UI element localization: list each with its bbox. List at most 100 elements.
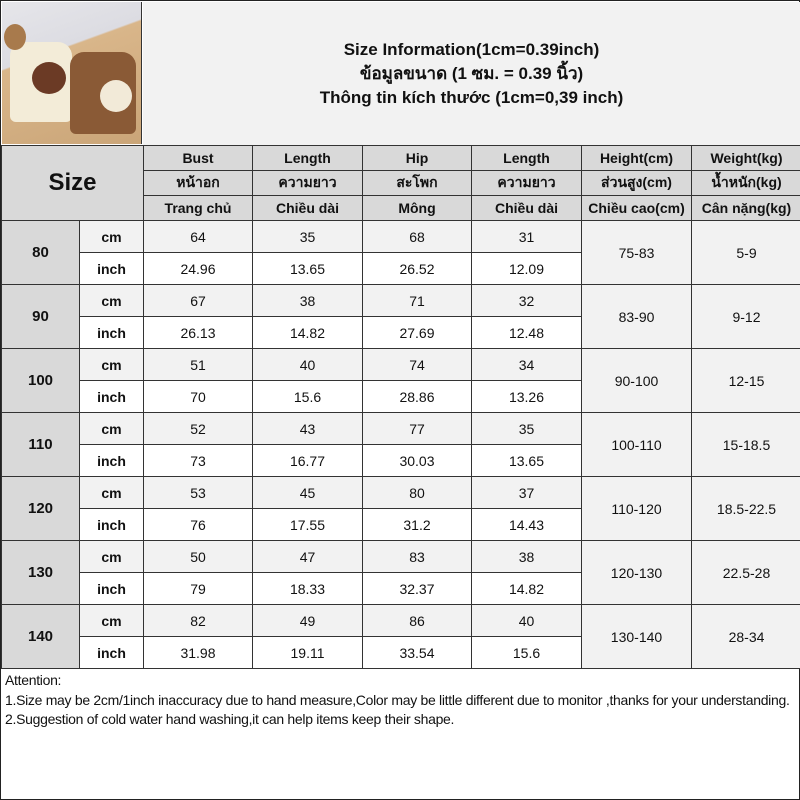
- measurement-cell: 33.54: [362, 636, 472, 669]
- measurement-cell: 74: [362, 348, 472, 381]
- measurement-cell: 31.2: [362, 508, 472, 541]
- unit-label: cm: [79, 284, 144, 317]
- column-header: Chiều dài: [252, 195, 363, 221]
- measurement-cell: 12.48: [471, 316, 582, 349]
- measurement-cell: 70: [143, 380, 253, 413]
- size-label: 110: [1, 412, 80, 477]
- table-row: 80 cm 64 35 68 31 75-83 5-9: [1, 220, 800, 285]
- height-range: 90-100: [581, 348, 692, 413]
- size-header: Size: [1, 145, 144, 221]
- teddy-bear-image: [4, 24, 26, 50]
- size-table: Size Bust Length Hip Length Height(cm) Weight(…: [1, 145, 800, 669]
- measurement-cell: 28.86: [362, 380, 472, 413]
- measurement-cell: 35: [471, 412, 582, 445]
- unit-label: inch: [79, 508, 144, 541]
- table-row: inch 26.13 14.82 27.69 12.48: [2, 316, 800, 349]
- column-header: ความยาว: [471, 170, 582, 196]
- column-header: ส่วนสูง(cm): [581, 170, 692, 196]
- measurement-cell: 35: [252, 220, 363, 253]
- attention-heading: Attention:: [5, 672, 62, 688]
- weight-range: 28-34: [691, 604, 800, 669]
- measurement-cell: 19.11: [252, 636, 363, 669]
- size-label: 140: [1, 604, 80, 669]
- header-row: Trang chủ Chiều dài Mông Chiều dài Chiều cao…: [2, 195, 800, 221]
- unit-label: inch: [79, 572, 144, 605]
- table-row: inch 76 17.55 31.2 14.43: [2, 508, 800, 541]
- measurement-cell: 40: [252, 348, 363, 381]
- measurement-cell: 26.13: [143, 316, 253, 349]
- measurement-cell: 31.98: [143, 636, 253, 669]
- attention-notes: Attention: 1.Size may be 2cm/1inch inacc…: [2, 669, 800, 732]
- title-vietnamese: Thông tin kích thước (1cm=0,39 inch): [319, 87, 624, 107]
- measurement-cell: 17.55: [252, 508, 363, 541]
- weight-range: 22.5-28: [691, 540, 800, 605]
- table-row: 130 cm 50 47 83 38 120-130 22.5-28: [1, 540, 800, 605]
- measurement-cell: 77: [362, 412, 472, 445]
- column-header: Height(cm): [581, 145, 692, 171]
- measurement-cell: 80: [362, 476, 472, 509]
- measurement-cell: 34: [471, 348, 582, 381]
- measurement-cell: 14.43: [471, 508, 582, 541]
- column-header: Weight(kg): [691, 145, 800, 171]
- measurement-cell: 13.65: [471, 444, 582, 477]
- column-header: น้ำหนัก(kg): [691, 170, 800, 196]
- table-row: inch 70 15.6 28.86 13.26: [2, 380, 800, 413]
- measurement-cell: 24.96: [143, 252, 253, 285]
- measurement-cell: 30.03: [362, 444, 472, 477]
- header-row: Size Bust Length Hip Length Height(cm) Weight(…: [1, 145, 800, 221]
- column-header: สะโพก: [362, 170, 472, 196]
- column-header: หน้าอก: [143, 170, 253, 196]
- unit-label: cm: [79, 540, 144, 573]
- measurement-cell: 67: [143, 284, 253, 317]
- column-header: Chiều dài: [471, 195, 582, 221]
- unit-label: inch: [79, 380, 144, 413]
- measurement-cell: 32.37: [362, 572, 472, 605]
- height-range: 100-110: [581, 412, 692, 477]
- size-label: 100: [1, 348, 80, 413]
- height-range: 83-90: [581, 284, 692, 349]
- measurement-cell: 47: [252, 540, 363, 573]
- measurement-cell: 51: [143, 348, 253, 381]
- table-row: 90 cm 67 38 71 32 83-90 9-12: [1, 284, 800, 349]
- column-header: ความยาว: [252, 170, 363, 196]
- unit-label: cm: [79, 604, 144, 637]
- measurement-cell: 71: [362, 284, 472, 317]
- height-range: 110-120: [581, 476, 692, 541]
- measurement-cell: 38: [252, 284, 363, 317]
- measurement-cell: 79: [143, 572, 253, 605]
- measurement-cell: 32: [471, 284, 582, 317]
- measurement-cell: 73: [143, 444, 253, 477]
- measurement-cell: 52: [143, 412, 253, 445]
- measurement-cell: 16.77: [252, 444, 363, 477]
- measurement-cell: 50: [143, 540, 253, 573]
- unit-label: inch: [79, 252, 144, 285]
- measurement-cell: 38: [471, 540, 582, 573]
- measurement-cell: 49: [252, 604, 363, 637]
- measurement-cell: 68: [362, 220, 472, 253]
- attention-note-2: 2.Suggestion of cold water hand washing,…: [5, 711, 455, 727]
- measurement-cell: 27.69: [362, 316, 472, 349]
- unit-label: inch: [79, 316, 144, 349]
- unit-label: cm: [79, 412, 144, 445]
- size-label: 90: [1, 284, 80, 349]
- unit-label: cm: [79, 220, 144, 253]
- table-row: 100 cm 51 40 74 34 90-100 12-15: [1, 348, 800, 413]
- column-header: Chiều cao(cm): [581, 195, 692, 221]
- unit-label: inch: [79, 636, 144, 669]
- product-photo: [2, 2, 142, 144]
- weight-range: 12-15: [691, 348, 800, 413]
- measurement-cell: 43: [252, 412, 363, 445]
- height-range: 130-140: [581, 604, 692, 669]
- column-header: Hip: [362, 145, 472, 171]
- column-header: Length: [252, 145, 363, 171]
- height-range: 75-83: [581, 220, 692, 285]
- measurement-cell: 15.6: [471, 636, 582, 669]
- column-header: Bust: [143, 145, 253, 171]
- measurement-cell: 64: [143, 220, 253, 253]
- measurement-cell: 31: [471, 220, 582, 253]
- measurement-cell: 45: [252, 476, 363, 509]
- measurement-cell: 83: [362, 540, 472, 573]
- weight-range: 15-18.5: [691, 412, 800, 477]
- unit-label: inch: [79, 444, 144, 477]
